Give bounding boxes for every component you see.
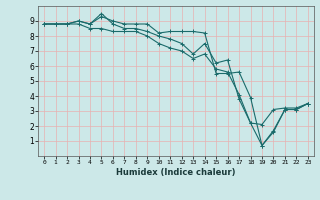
X-axis label: Humidex (Indice chaleur): Humidex (Indice chaleur) — [116, 168, 236, 177]
